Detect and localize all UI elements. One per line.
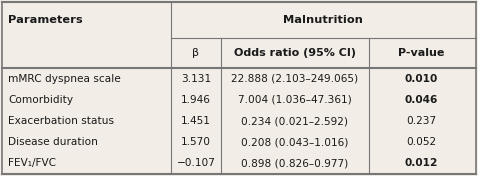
Text: P-value: P-value	[398, 48, 445, 58]
Text: 0.234 (0.021–2.592): 0.234 (0.021–2.592)	[241, 116, 348, 126]
Text: 1.570: 1.570	[181, 137, 211, 147]
Text: Odds ratio (95% CI): Odds ratio (95% CI)	[234, 48, 356, 58]
Text: 0.046: 0.046	[405, 95, 438, 105]
Text: 22.888 (2.103–249.065): 22.888 (2.103–249.065)	[231, 74, 358, 84]
Text: mMRC dyspnea scale: mMRC dyspnea scale	[8, 74, 121, 84]
Text: 1.451: 1.451	[181, 116, 211, 126]
Text: β: β	[193, 48, 199, 58]
Text: 0.012: 0.012	[405, 158, 438, 168]
Text: FEV₁/FVC: FEV₁/FVC	[8, 158, 56, 168]
Text: 0.052: 0.052	[406, 137, 436, 147]
Text: 0.010: 0.010	[405, 74, 438, 84]
Text: Parameters: Parameters	[8, 15, 83, 25]
Text: 0.208 (0.043–1.016): 0.208 (0.043–1.016)	[241, 137, 348, 147]
Text: Comorbidity: Comorbidity	[8, 95, 73, 105]
Text: Malnutrition: Malnutrition	[282, 15, 362, 25]
Text: 7.004 (1.036–47.361): 7.004 (1.036–47.361)	[238, 95, 352, 105]
Text: Disease duration: Disease duration	[8, 137, 98, 147]
Text: Exacerbation status: Exacerbation status	[8, 116, 114, 126]
Text: 0.237: 0.237	[406, 116, 436, 126]
Text: 0.898 (0.826–0.977): 0.898 (0.826–0.977)	[241, 158, 348, 168]
Text: 3.131: 3.131	[181, 74, 211, 84]
Text: 1.946: 1.946	[181, 95, 211, 105]
Text: −0.107: −0.107	[176, 158, 216, 168]
